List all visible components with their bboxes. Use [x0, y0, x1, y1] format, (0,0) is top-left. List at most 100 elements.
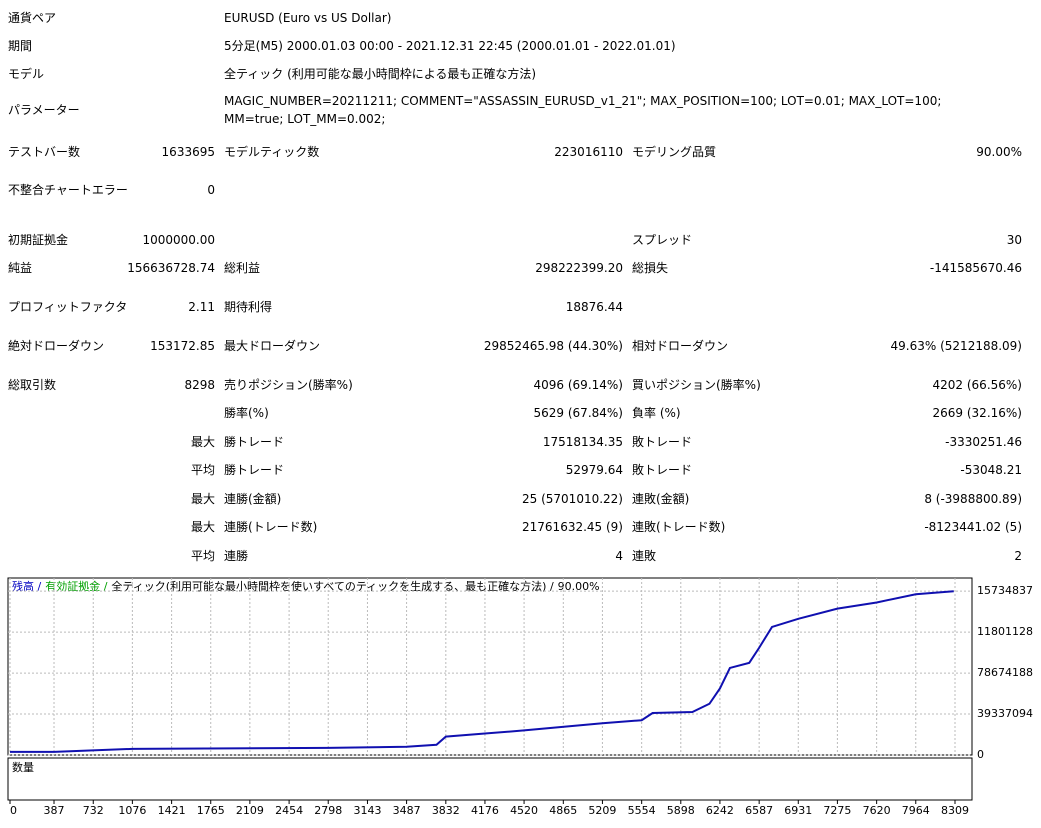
stat-value: 21761632.45 (9) [522, 520, 623, 534]
stat-label: 勝トレード [224, 463, 285, 477]
x-tick-label: 5209 [588, 804, 616, 817]
stat-value: 52979.64 [565, 463, 623, 477]
row: 絶対ドローダウン 153172.85 最大ドローダウン 29852465.98 (44… [0, 328, 1041, 364]
stat-value: 5629 (67.84%) [533, 406, 623, 420]
stat-label: 連勝 [224, 549, 249, 563]
row: 最大 連勝(金額) 25 (5701010.22) 連敗(金額) 8 (-3988800… [0, 481, 1041, 517]
stat-value: 4096 (69.14%) [533, 378, 623, 392]
stat-label: 負率 (%) [632, 406, 681, 420]
stat-label: 敗トレード [632, 463, 693, 477]
chart: 残高 / 有効証拠金 / 全ティック(利用可能な最小時間枠を使いすべてのティックを生… [7, 577, 1033, 817]
row: 初期証拠金 1000000.00 スプレッド 30 [0, 222, 1041, 258]
stat-value: 18876.44 [565, 300, 623, 314]
x-tick-label: 3143 [353, 804, 381, 817]
row: 不整合チャートエラー 0 [0, 172, 1041, 208]
stat-value: 1000000.00 [142, 233, 215, 247]
stat-label: 連敗 [632, 549, 657, 563]
stat-value: 平均 [190, 463, 215, 477]
x-tick-label: 1076 [118, 804, 146, 817]
row: 最大 勝トレード 17518134.35 敗トレード -3330251.46 [0, 424, 1041, 460]
field-value: EURUSD (Euro vs US Dollar) [224, 11, 392, 25]
x-tick-label: 1421 [158, 804, 186, 817]
field-label: 通貨ペア [8, 11, 57, 25]
stat-value: 8 (-3988800.89) [924, 492, 1022, 506]
x-tick-label: 5554 [628, 804, 656, 817]
stat-value: 4202 (66.56%) [932, 378, 1022, 392]
field-value: 5分足(M5) 2000.01.03 00:00 - 2021.12.31 22… [224, 39, 676, 53]
x-tick-label: 7964 [902, 804, 930, 817]
legend-item: 有効証拠金 / [45, 579, 107, 593]
stat-label: プロフィットファクタ [8, 300, 128, 314]
stat-label: 最大ドローダウン [224, 339, 321, 353]
stat-value: 17518134.35 [542, 435, 623, 449]
x-tick-label: 0 [10, 804, 17, 817]
row: 平均 連勝 4 連敗 2 [0, 538, 1041, 574]
stat-label: 総取引数 [8, 378, 57, 392]
stat-value: 1633695 [161, 145, 215, 159]
stat-value: 223016110 [554, 145, 623, 159]
x-tick-label: 8309 [941, 804, 969, 817]
stat-label: 期待利得 [224, 300, 273, 314]
x-tick-label: 7620 [863, 804, 891, 817]
stat-value: 最大 [190, 435, 215, 449]
field-value: 全ティック (利用可能な最小時間枠による最も正確な方法) [224, 67, 537, 81]
balance-line [10, 590, 954, 753]
stat-value: 25 (5701010.22) [522, 492, 623, 506]
field-label: 期間 [8, 39, 33, 53]
x-tick-label: 6587 [745, 804, 773, 817]
stat-label: 連敗(金額) [632, 492, 690, 506]
stat-label: スプレッド [632, 233, 693, 247]
x-tick-label: 3487 [393, 804, 421, 817]
stat-value: 49.63% (5212188.09) [890, 339, 1022, 353]
x-tick-label: 6931 [784, 804, 812, 817]
stat-label: 相対ドローダウン [632, 339, 729, 353]
x-tick-label: 5898 [667, 804, 695, 817]
stat-value: 2669 (32.16%) [932, 406, 1022, 420]
row: パラメーター MAGIC_NUMBER=20211211; COMMENT="AS… [0, 92, 1041, 128]
stat-value: 0 [207, 183, 215, 197]
stat-label: 買いポジション(勝率%) [632, 378, 761, 392]
stat-value: 156636728.74 [127, 261, 215, 275]
frame [7, 577, 973, 756]
row: テストバー数 1633695 モデルティック数 223016110 モデリング品質 90.… [0, 134, 1041, 170]
row: 純益 156636728.74 総利益 298222399.20 総損失 -1415856… [0, 250, 1041, 286]
stat-label: 連勝(トレード数) [224, 520, 318, 534]
y-tick-label: 39337094 [977, 707, 1033, 720]
row: 最大 連勝(トレード数) 21761632.45 (9) 連敗(トレード数) -8123… [0, 509, 1041, 545]
x-tick-label: 6242 [706, 804, 734, 817]
stat-value: 298222399.20 [535, 261, 623, 275]
stat-label: 連敗(トレード数) [632, 520, 726, 534]
stat-value: 平均 [190, 549, 215, 563]
stat-label: 勝率(%) [224, 406, 269, 420]
stat-value: 90.00% [976, 145, 1022, 159]
field-value: MAGIC_NUMBER=20211211; COMMENT="ASSASSIN… [224, 94, 942, 126]
x-tick-label: 2798 [314, 804, 342, 817]
stat-label: モデリング品質 [632, 145, 717, 159]
x-tick-label: 732 [83, 804, 104, 817]
y-tick-label: 0 [977, 748, 984, 761]
x-tick-label: 4176 [471, 804, 499, 817]
volume-label: 数量 [12, 761, 34, 774]
field-label: パラメーター [8, 103, 80, 117]
stat-label: 売りポジション(勝率%) [224, 378, 353, 392]
row: 勝率(%) 5629 (67.84%) 負率 (%) 2669 (32.16%) [0, 395, 1041, 431]
stat-label: テストバー数 [8, 145, 81, 159]
row: 平均 勝トレード 52979.64 敗トレード -53048.21 [0, 452, 1041, 488]
stat-value: -3330251.46 [945, 435, 1022, 449]
stat-value: 30 [1006, 233, 1022, 247]
x-tick-label: 4520 [510, 804, 538, 817]
stat-value: 4 [615, 549, 623, 563]
stat-label: 連勝(金額) [224, 492, 282, 506]
y-tick-label: 15734837 [977, 584, 1033, 597]
stat-value: -8123441.02 (5) [924, 520, 1022, 534]
y-tick-label: 11801128 [977, 625, 1033, 638]
volume-frame [7, 757, 973, 801]
stat-label: 総損失 [632, 261, 669, 275]
stat-value: 最大 [190, 520, 215, 534]
stat-value: 29852465.98 (44.30%) [483, 339, 623, 353]
stat-label: 初期証拠金 [8, 233, 69, 247]
field-label: モデル [8, 67, 45, 81]
stat-label: 絶対ドローダウン [8, 339, 105, 353]
stat-label: モデルティック数 [224, 145, 320, 159]
